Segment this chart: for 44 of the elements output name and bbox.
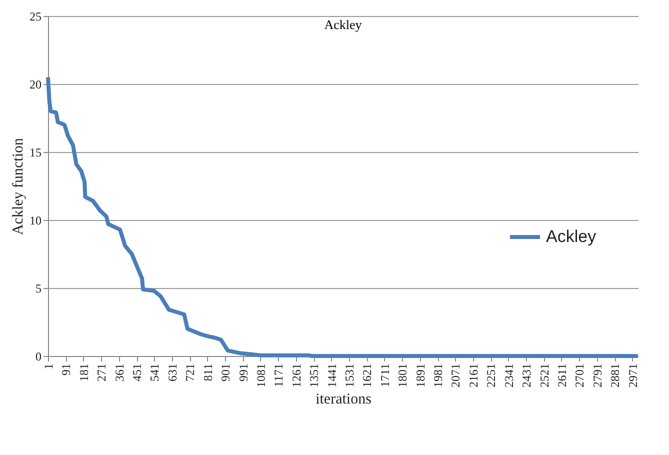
y-tick-label: 15: [30, 146, 42, 160]
y-tick-label: 0: [36, 350, 42, 364]
x-tick-label: 1261: [289, 364, 304, 388]
x-tick-label: 1981: [431, 364, 446, 388]
x-tick-label: 2791: [590, 364, 604, 388]
y-tick-label: 25: [30, 10, 42, 24]
x-tick-label: 1081: [254, 364, 268, 388]
x-tick-label: 991: [236, 364, 250, 382]
legend-label: Ackley: [546, 227, 597, 246]
x-tick-label: 2341: [502, 364, 516, 388]
x-tick-label: 2521: [537, 364, 552, 388]
x-axis-title: iterations: [316, 392, 372, 408]
x-tick-label: 2971: [626, 364, 640, 388]
x-tick-label: 2701: [572, 364, 587, 388]
x-tick-label: 811: [200, 364, 215, 382]
x-tick-label: 541: [148, 364, 162, 382]
x-tick-label: 1801: [396, 364, 410, 388]
x-tick-label: 2071: [448, 364, 463, 388]
x-tick-label: 1171: [272, 364, 286, 388]
x-tick-label: 2611: [554, 364, 569, 388]
x-tick-label: 1441: [324, 364, 339, 388]
x-tick-label: 181: [76, 364, 91, 382]
x-tick-label: 451: [130, 364, 144, 382]
chart-title: Ackley: [324, 17, 362, 32]
x-tick-label: 1531: [342, 364, 356, 388]
x-tick-label: 631: [165, 364, 180, 382]
x-tick-label: 2431: [520, 364, 534, 388]
x-tick-label: 91: [59, 364, 74, 376]
x-tick-label: 1891: [413, 364, 428, 388]
x-tick-label: 2251: [484, 364, 498, 388]
x-tick-label: 901: [218, 364, 233, 382]
y-tick-label: 20: [30, 78, 42, 92]
x-tick-label: 1621: [360, 364, 374, 388]
x-tick-label: 1351: [307, 364, 322, 388]
x-tick-label: 2161: [466, 364, 480, 388]
x-tick-label: 2881: [608, 364, 622, 388]
y-tick-label: 5: [36, 282, 42, 296]
x-tick-label: 271: [94, 364, 109, 382]
x-tick-label: 721: [183, 364, 198, 382]
x-tick-label: 361: [112, 364, 126, 382]
y-axis-title: Ackley function: [10, 137, 26, 236]
y-tick-label: 10: [30, 214, 42, 228]
x-tick-label: 1: [42, 364, 56, 370]
x-tick-label: 1711: [378, 364, 392, 388]
